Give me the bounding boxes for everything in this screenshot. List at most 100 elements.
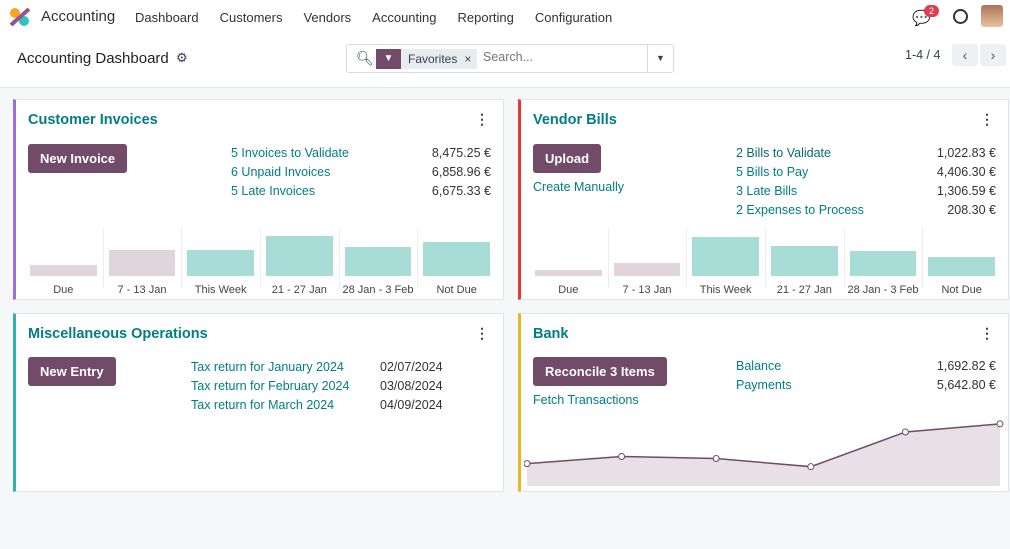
user-avatar[interactable] [981,5,1003,27]
tax-return-link[interactable]: Tax return for February 2024 [191,379,350,393]
balance-point[interactable] [996,420,1004,428]
card-title[interactable]: Vendor Bills [533,112,617,128]
amount: 8,475.25 € [431,146,491,160]
menu-vendors[interactable]: Vendors [303,10,352,25]
unpaid-invoices-link[interactable]: 6 Unpaid Invoices [231,165,331,179]
bar-label: This Week [194,284,247,296]
amount: 4,406.30 € [936,165,996,179]
menu-reporting[interactable]: Reporting [457,10,514,25]
bills-to-validate-link[interactable]: 2 Bills to Validate [736,146,831,160]
control-panel: Accounting Dashboard ⚙ 🔍︎ ▼ Favorites × … [0,34,1010,88]
bar-1[interactable] [108,249,176,276]
amount: 6,675.33 € [431,184,491,198]
bar-separator [338,228,340,288]
menu-configuration[interactable]: Configuration [534,10,613,25]
menu-dashboard[interactable]: Dashboard [135,10,199,25]
bar-1[interactable] [613,263,681,276]
balance-line [526,423,1001,468]
bar-4[interactable] [344,246,412,276]
balance-link[interactable]: Balance [736,359,782,373]
bar-label: Due [558,284,579,296]
fetch-transactions-link[interactable]: Fetch Transactions [533,393,639,407]
bar-label: 28 Jan - 3 Feb [847,284,919,296]
bar-label: Not Due [436,284,477,296]
bar-separator [181,228,183,288]
amount: 1,022.83 € [936,146,996,160]
bar-separator [686,228,688,288]
facet-label: Favorites [408,52,458,66]
pager-next-button[interactable]: › [980,44,1006,66]
vendor-bills-chart[interactable]: Due 7 - 13 Jan This Week 21 - 27 Jan 28 Jan … [529,228,1000,300]
bar-label: Not Due [941,284,982,296]
bar-0[interactable] [535,270,602,276]
amount: 208.30 € [947,203,996,217]
activity-clock-icon[interactable] [953,9,968,24]
upload-button[interactable]: Upload [533,144,602,173]
bar-separator [843,228,845,288]
reconcile-button[interactable]: Reconcile 3 Items [533,357,667,386]
balance-point[interactable] [524,460,531,468]
payments-link[interactable]: Payments [736,378,792,392]
bar-2[interactable] [692,236,759,276]
tax-return-link[interactable]: Tax return for March 2024 [191,398,335,412]
invoices-to-validate-link[interactable]: 5 Invoices to Validate [231,146,349,160]
vendor-bills-card: Vendor Bills ⋮ Upload Create Manually 2 … [518,99,1009,300]
balance-point[interactable] [807,463,815,471]
bar-separator [260,228,261,288]
amount: 6,858.96 € [431,165,491,179]
bar-3[interactable] [266,235,333,276]
bar-label: This Week [699,284,752,296]
app-logo-icon[interactable] [9,8,31,26]
late-invoices-link[interactable]: 5 Late Invoices [231,184,316,198]
bar-label: Due [53,284,74,296]
pager-value[interactable]: 1-4 / 4 [905,48,941,62]
bar-label: 21 - 27 Jan [776,284,832,296]
bank-card: Bank ⋮ Reconcile 3 Items Fetch Transacti… [518,313,1009,492]
balance-point[interactable] [618,452,626,460]
bar-4[interactable] [849,250,917,276]
amount: 1,692.82 € [936,359,996,373]
bank-balance-chart[interactable] [524,414,1008,490]
due-date: 04/09/2024 [380,398,443,412]
gear-icon[interactable]: ⚙ [176,50,188,65]
search-dropdown-toggle[interactable]: ▼ [647,45,673,72]
expenses-to-process-link[interactable]: 2 Expenses to Process [736,203,864,217]
search-bar: 🔍︎ ▼ Favorites × ▼ [346,44,674,73]
customer-invoices-chart[interactable]: Due 7 - 13 Jan This Week 21 - 27 Jan 28 Jan … [24,228,495,300]
bar-5[interactable] [928,257,995,276]
create-manually-link[interactable]: Create Manually [533,180,625,194]
bar-0[interactable] [30,265,97,276]
pager-previous-button[interactable]: ‹ [952,44,978,66]
bar-label: 7 - 13 Jan [117,284,167,296]
due-date: 02/07/2024 [380,360,443,374]
search-input[interactable] [483,50,643,64]
late-bills-link[interactable]: 3 Late Bills [736,184,798,198]
bills-to-pay-link[interactable]: 5 Bills to Pay [736,165,809,179]
bar-3[interactable] [771,245,838,276]
tax-return-link[interactable]: Tax return for January 2024 [191,360,344,374]
bar-separator [765,228,766,288]
new-entry-button[interactable]: New Entry [28,357,116,386]
bar-2[interactable] [187,249,254,276]
search-facet: ▼ Favorites × [376,49,478,69]
top-navbar: Accounting Dashboard Customers Vendors A… [0,0,1010,34]
balance-point[interactable] [712,455,720,463]
search-icon[interactable]: 🔍︎ [356,50,374,66]
card-title[interactable]: Bank [533,326,569,342]
new-invoice-button[interactable]: New Invoice [28,144,128,173]
bar-label: 7 - 13 Jan [622,284,672,296]
remove-facet-icon[interactable]: × [464,52,472,66]
kebab-menu-icon[interactable]: ⋮ [475,111,489,127]
balance-point[interactable] [901,428,909,436]
kebab-menu-icon[interactable]: ⋮ [475,325,489,341]
kebab-menu-icon[interactable]: ⋮ [980,111,994,127]
bar-5[interactable] [423,241,490,276]
amount: 1,306.59 € [936,184,996,198]
menu-accounting[interactable]: Accounting [372,10,437,25]
bar-separator [922,228,924,288]
card-title[interactable]: Miscellaneous Operations [28,326,208,342]
kebab-menu-icon[interactable]: ⋮ [980,325,994,341]
menu-customers[interactable]: Customers [219,10,283,25]
app-name[interactable]: Accounting [41,8,116,25]
card-title[interactable]: Customer Invoices [28,112,158,128]
